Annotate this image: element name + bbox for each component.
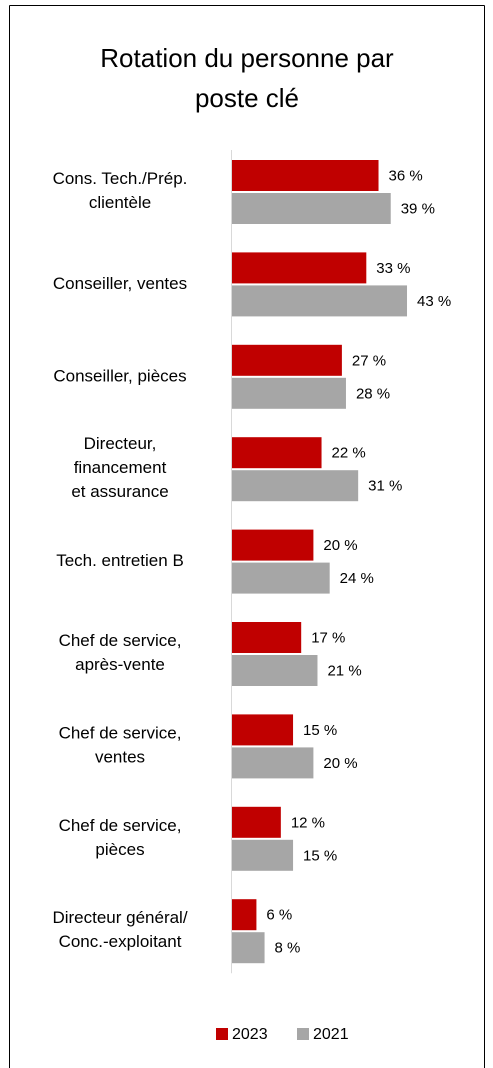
- category-label: Cons. Tech./Prép. clientèle: [53, 169, 188, 212]
- category-label: Chef de service, ventes: [59, 724, 182, 767]
- value-label: 39 %: [401, 200, 435, 217]
- value-label: 43 %: [417, 293, 451, 310]
- category-label: Chef de service, après-vente: [59, 631, 182, 674]
- bar: [232, 806, 281, 838]
- bar: [232, 437, 322, 469]
- value-label: 17 %: [311, 629, 345, 646]
- bar: [232, 529, 314, 561]
- bar: [232, 839, 294, 871]
- value-label: 8 %: [275, 940, 301, 957]
- value-label: 6 %: [266, 907, 292, 924]
- value-label: 28 %: [356, 385, 390, 402]
- bar: [232, 714, 294, 746]
- category-label: Conseiller, ventes: [53, 274, 187, 293]
- bar: [232, 747, 314, 779]
- category-label: Chef de service, pièces: [59, 816, 182, 859]
- category-label: Directeur, financement et assurance: [71, 435, 168, 502]
- bar: [232, 285, 408, 317]
- bar: [232, 899, 257, 931]
- value-label: 15 %: [303, 722, 337, 739]
- bar: [232, 932, 265, 964]
- value-label: 12 %: [291, 814, 325, 831]
- bar: [232, 377, 346, 409]
- value-label: 33 %: [376, 260, 410, 277]
- value-label: 21 %: [327, 662, 361, 679]
- bar: [232, 193, 391, 224]
- category-label: Conseiller, pièces: [53, 366, 186, 385]
- bar: [232, 622, 302, 653]
- legend-swatch: [216, 1028, 228, 1040]
- value-label: 31 %: [368, 478, 402, 495]
- bar: [232, 160, 379, 191]
- legend-swatch: [297, 1028, 309, 1040]
- category-label: Tech. entretien B: [56, 551, 184, 570]
- value-label: 22 %: [332, 445, 366, 462]
- value-label: 36 %: [389, 167, 423, 184]
- legend-label: 2021: [313, 1026, 349, 1043]
- value-label: 20 %: [323, 755, 357, 772]
- bar: [232, 562, 330, 594]
- value-label: 27 %: [352, 352, 386, 369]
- chart-title: Rotation du personne par poste clé: [100, 43, 394, 113]
- bar: [232, 252, 367, 284]
- category-label: Directeur général/Conc.-exploitant: [52, 909, 187, 952]
- value-label: 15 %: [303, 847, 337, 864]
- value-label: 20 %: [323, 537, 357, 554]
- bar: [232, 470, 359, 502]
- bar: [232, 655, 318, 686]
- value-label: 24 %: [340, 570, 374, 587]
- bar: [232, 344, 342, 376]
- legend-label: 2023: [232, 1026, 268, 1043]
